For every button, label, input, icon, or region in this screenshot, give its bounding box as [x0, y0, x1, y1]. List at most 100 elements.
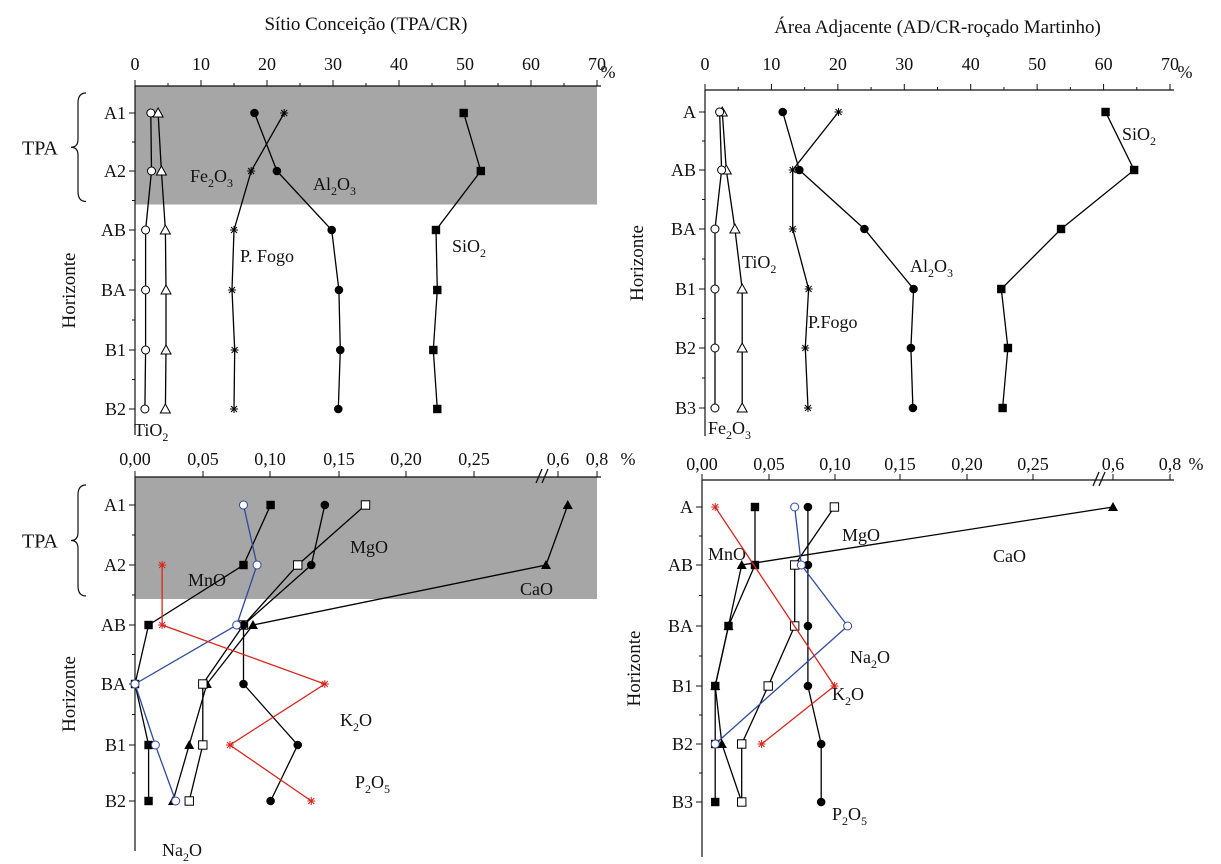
x-tick-label: 0,8 — [586, 449, 609, 469]
x-tick-label: 70 — [588, 54, 606, 74]
data-point — [230, 346, 239, 354]
series-line-na2o — [134, 504, 258, 802]
data-point — [141, 285, 151, 295]
data-point — [790, 502, 800, 512]
data-point — [860, 224, 869, 234]
data-point — [476, 166, 486, 176]
data-point — [816, 739, 826, 749]
data-point — [141, 345, 151, 355]
y-tick-label: BA — [668, 616, 693, 636]
data-point — [320, 500, 330, 510]
y-tick-label: B3 — [675, 398, 696, 418]
series-label: P2O5 — [355, 772, 390, 796]
data-point — [737, 739, 747, 749]
series-label: TiO2 — [134, 420, 168, 444]
series-label: TiO2 — [742, 252, 776, 276]
data-point — [140, 404, 150, 414]
data-point — [788, 166, 797, 174]
series-label: Na2O — [850, 647, 890, 671]
data-point — [158, 561, 167, 569]
y-tick-label: AB — [101, 615, 126, 635]
x-tick-label: 0,6 — [547, 449, 570, 469]
x-tick-label: 60 — [522, 54, 540, 74]
data-point — [144, 740, 153, 750]
data-point — [1056, 224, 1066, 234]
data-point — [1108, 502, 1118, 511]
data-point — [562, 500, 573, 509]
data-point — [804, 285, 813, 293]
series-line-mgo — [741, 506, 835, 802]
data-point — [232, 620, 242, 630]
data-point — [433, 404, 442, 414]
data-point — [997, 284, 1006, 294]
data-point — [184, 796, 194, 806]
series-label: P. Fogo — [240, 246, 294, 266]
series-label: Na2O — [162, 840, 202, 864]
y-tick-label: AB — [668, 555, 693, 575]
data-point — [360, 500, 371, 510]
series-label: P2O5 — [832, 804, 867, 828]
data-point — [306, 560, 316, 570]
data-point — [909, 284, 918, 294]
data-point — [230, 405, 238, 413]
data-point — [711, 681, 720, 691]
x-tick-label: 10 — [762, 54, 780, 74]
data-point — [710, 224, 720, 234]
x-tick-label: 0,15 — [323, 449, 355, 469]
y-tick-label: B1 — [672, 676, 693, 696]
data-point — [184, 740, 195, 749]
series-label: MnO — [188, 570, 226, 590]
x-tick-label: 30 — [895, 54, 913, 74]
x-tick-label: 0,00 — [119, 449, 151, 469]
data-point — [247, 620, 258, 629]
data-point — [150, 740, 160, 750]
data-point — [843, 621, 853, 631]
data-point — [307, 797, 316, 805]
data-point — [198, 740, 208, 750]
y-tick-label: B1 — [105, 340, 126, 360]
data-point — [266, 500, 275, 510]
x-tick-label: 10 — [192, 54, 210, 74]
x-tick-label: 50 — [456, 54, 474, 74]
y-tick-label: B1 — [675, 279, 696, 299]
data-point — [834, 108, 843, 116]
series-label: MgO — [842, 525, 880, 545]
data-point — [431, 225, 441, 235]
series-line-fe2o3 — [157, 112, 167, 410]
data-point — [541, 560, 551, 569]
data-point — [155, 164, 168, 176]
data-point — [796, 560, 806, 570]
tpa-brace — [70, 484, 87, 597]
y-tick-label: B2 — [675, 338, 696, 358]
y-tick-label: A — [683, 102, 696, 122]
data-point — [778, 107, 788, 117]
data-point — [803, 502, 813, 512]
y-tick-label: AB — [101, 220, 126, 240]
data-point — [239, 560, 248, 570]
axis-break-mark — [1092, 471, 1106, 487]
data-point — [239, 620, 248, 630]
data-point — [250, 108, 259, 118]
data-point — [998, 403, 1007, 413]
series-line-tio2 — [144, 112, 153, 410]
data-point — [710, 403, 720, 413]
data-point — [160, 283, 172, 295]
x-tick-label: 0,10 — [819, 454, 851, 474]
data-point — [763, 681, 773, 691]
data-point — [724, 621, 733, 631]
y-tick-label: BA — [101, 674, 126, 694]
x-tick-label: 60 — [1095, 54, 1113, 74]
y-tick-label: A1 — [104, 495, 126, 515]
x-tick-label: 0,8 — [1159, 454, 1182, 474]
series-label: Fe2O3 — [190, 166, 233, 190]
data-point — [159, 402, 172, 414]
series-label: CaO — [520, 579, 553, 599]
data-point — [171, 796, 181, 806]
series-line-pfogo — [231, 112, 285, 410]
data-point — [130, 679, 140, 689]
data-point — [334, 285, 344, 295]
data-point — [803, 681, 813, 691]
y-tick-label: B2 — [672, 734, 693, 754]
data-point — [717, 165, 727, 175]
series-label: CaO — [993, 546, 1026, 566]
